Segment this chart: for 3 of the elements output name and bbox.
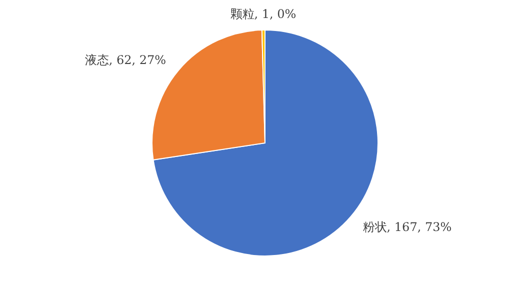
slice-label: 粉状, 167, 73% xyxy=(362,220,452,234)
slice-label: 颗粒, 1, 0% xyxy=(230,7,296,22)
slice-label: 液态, 62, 27% xyxy=(84,53,166,68)
